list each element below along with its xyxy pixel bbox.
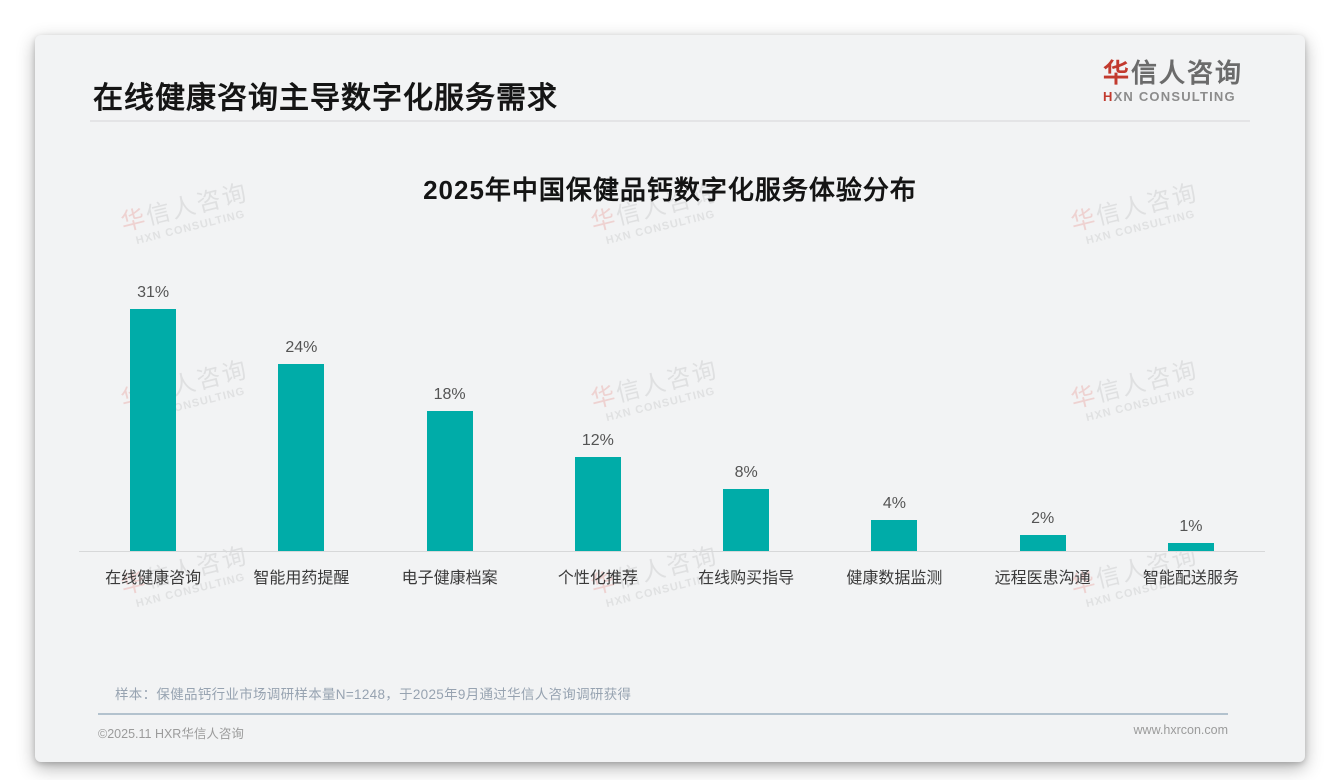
bar [278,363,325,551]
bar-value-label: 18% [433,385,466,403]
bar [1019,535,1066,551]
sample-footnote: 样本：保健品钙行业市场调研样本量N=1248，于2025年9月通过华信人咨询调研… [115,687,632,702]
x-axis-line [79,551,1265,552]
logo-subtitle: HXN CONSULTING [1102,88,1236,104]
bar-column: 2% [969,265,1117,551]
bar [871,519,918,551]
category-label: 健康数据监测 [846,570,943,587]
website-text: www.hxrcon.com [1133,723,1228,737]
footer-divider [98,713,1228,715]
bar-value-label: 8% [734,463,758,481]
page-title: 在线健康咨询主导数字化服务需求 [93,82,558,115]
category-label: 电子健康档案 [401,570,498,587]
bar-value-label: 31% [137,284,170,302]
bar-column: 24% [227,265,375,551]
bar-column: 18% [376,265,524,551]
category-label: 个性化推荐 [557,570,638,587]
bar-column: 31% [79,265,227,551]
category-label: 在线购买指导 [698,570,795,587]
bar [723,488,770,551]
category-labels: 在线健康咨询 智能用药提醒 电子健康档案 个性化推荐 在线购买指导 健康数据监测… [79,564,1265,588]
bar-value-label: 4% [882,494,906,512]
bar [426,410,473,551]
bar-column: 8% [672,265,820,551]
bar [130,309,177,551]
bar-value-label: 12% [581,432,614,450]
bar [574,457,621,551]
logo-name: 华信人咨询 [1102,58,1243,88]
category-label: 在线健康咨询 [105,570,202,587]
bar-column: 1% [1117,265,1265,551]
category-label: 远程医患沟通 [994,570,1091,587]
category-label: 智能用药提醒 [253,570,350,587]
bar-value-label: 1% [1179,518,1203,536]
copyright-text: ©2025.11 HXR华信人咨询 [98,727,244,741]
company-logo: 华信人咨询 HXN CONSULTING [1103,59,1243,104]
bar-value-label: 2% [1031,510,1055,528]
bar [1167,543,1214,551]
bar-chart: 31% 24% 18% 12% 8% 4% 2% 1% [79,265,1265,551]
header-divider [90,120,1250,122]
chart-title: 2025年中国保健品钙数字化服务体验分布 [423,175,917,205]
bar-column: 4% [820,265,968,551]
report-card: 华信人咨询 HXN CONSULTING 华信人咨询 HXN CONSULTING … [35,35,1305,762]
bar-value-label: 24% [285,338,318,356]
bar-column: 12% [524,265,672,551]
footer: ©2025.11 HXR华信人咨询 www.hxrcon.com [98,723,1228,742]
category-label: 智能配送服务 [1142,570,1239,587]
